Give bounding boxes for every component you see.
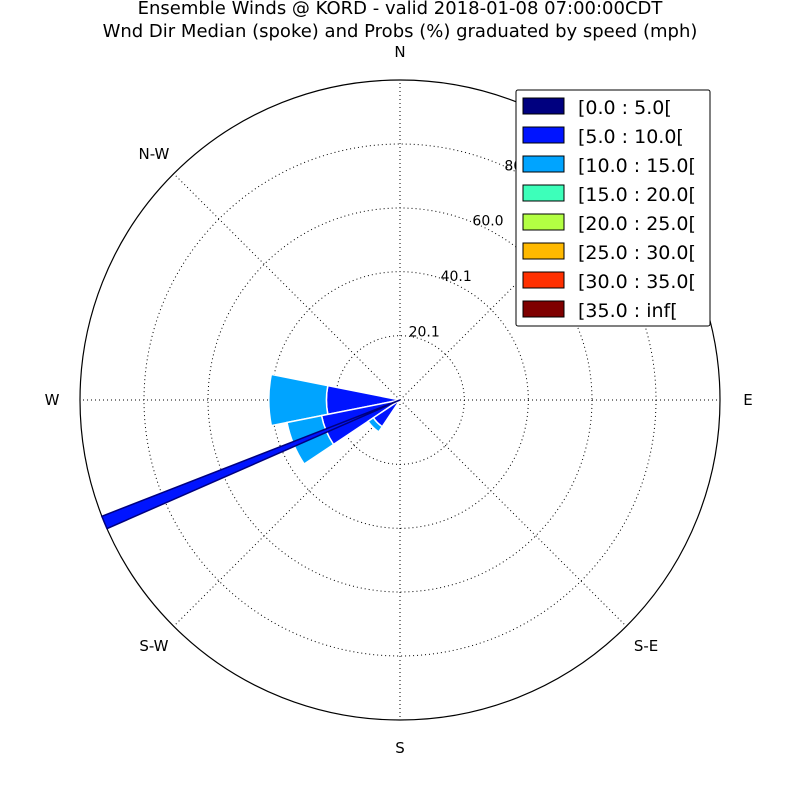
legend-swatch bbox=[522, 300, 565, 318]
legend-swatch bbox=[522, 126, 565, 144]
wind-sector-bars bbox=[268, 373, 401, 466]
legend-swatch bbox=[522, 155, 565, 173]
direction-label: E bbox=[743, 391, 752, 409]
legend-swatch bbox=[522, 242, 565, 260]
chart-subtitle: Wnd Dir Median (spoke) and Probs (%) gra… bbox=[103, 21, 698, 42]
sector-bar bbox=[367, 416, 384, 433]
legend-label: [35.0 : inf[ bbox=[578, 300, 678, 322]
legend-label: [20.0 : 25.0[ bbox=[578, 213, 696, 235]
direction-label: N bbox=[394, 43, 405, 61]
legend-label: [25.0 : 30.0[ bbox=[578, 242, 696, 264]
grid-spoke-line bbox=[173, 173, 401, 401]
grid-spoke-line bbox=[173, 399, 401, 627]
outer-axis-circle bbox=[79, 79, 721, 721]
direction-label: S-W bbox=[139, 637, 168, 655]
polar-grid bbox=[79, 79, 721, 721]
chart-title: Ensemble Winds @ KORD - valid 2018-01-08… bbox=[138, 0, 664, 19]
legend-swatch bbox=[522, 271, 565, 289]
legend-swatch bbox=[522, 97, 565, 115]
legend-label: [0.0 : 5.0[ bbox=[578, 97, 672, 119]
spoke-bar bbox=[100, 399, 401, 530]
legend-swatch bbox=[522, 184, 565, 202]
direction-label: W bbox=[45, 391, 60, 409]
median-direction-spoke bbox=[100, 399, 401, 530]
legend-box bbox=[515, 89, 711, 327]
direction-label: S-E bbox=[634, 637, 658, 655]
direction-label: S bbox=[395, 739, 405, 757]
sector-bar bbox=[268, 373, 329, 427]
radial-tick-label: 20.1 bbox=[409, 324, 440, 340]
legend-label: [15.0 : 20.0[ bbox=[578, 184, 696, 206]
legend-label: [30.0 : 35.0[ bbox=[578, 271, 696, 293]
legend-label: [10.0 : 15.0[ bbox=[578, 155, 696, 177]
speed-legend: [0.0 : 5.0[ [5.0 : 10.0[ [10.0 : 15.0[ [15.… bbox=[515, 89, 711, 327]
direction-label: N-W bbox=[138, 145, 169, 163]
radial-tick-label: 40.1 bbox=[441, 269, 472, 285]
radial-tick-label: 60.0 bbox=[472, 214, 503, 230]
legend-swatch bbox=[522, 213, 565, 231]
grid-spoke-line bbox=[399, 399, 627, 627]
grid-spoke-line bbox=[399, 173, 627, 401]
legend-label: [5.0 : 10.0[ bbox=[578, 126, 684, 148]
